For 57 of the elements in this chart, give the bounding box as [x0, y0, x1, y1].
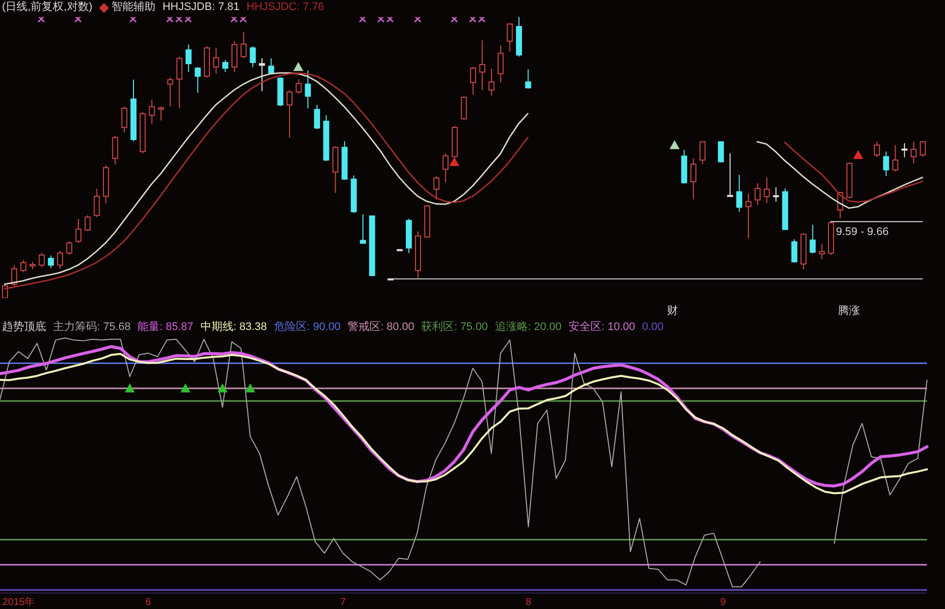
point: [468, 17, 476, 23]
candlestick: [213, 47, 220, 74]
x-tick-label: 8: [526, 597, 532, 608]
candlestick: [810, 224, 816, 254]
candlestick: [764, 176, 770, 204]
point: [230, 17, 238, 23]
point: [239, 17, 247, 23]
candlestick: [148, 99, 155, 124]
candlestick: [304, 70, 311, 109]
candlestick: [360, 214, 366, 244]
candlestick: [48, 255, 54, 268]
point: [166, 17, 174, 23]
point: [670, 140, 680, 150]
point: [74, 17, 82, 23]
candlestick: [231, 40, 238, 73]
candlestick: [186, 44, 192, 73]
point: [449, 156, 460, 166]
candlestick: [498, 44, 504, 83]
point: [38, 17, 46, 23]
text: 中期线: 83.38: [200, 321, 267, 334]
candlestick: [910, 141, 917, 164]
x-tick-label: 6: [146, 597, 152, 608]
series-label: 主力筹码: 75.68: [53, 321, 131, 334]
candlestick: [479, 40, 486, 91]
chart-subtitle: 智能辅助: [111, 1, 156, 14]
candlestick: [745, 192, 752, 239]
text: 财: [667, 305, 678, 317]
text: HHJSJDB: 7.81: [162, 1, 240, 14]
annotation: 9.59 - 9.66: [836, 226, 889, 238]
x-tick-label: 2015年: [2, 596, 35, 608]
candlestick: [754, 182, 761, 206]
point: [184, 17, 192, 23]
point: [853, 150, 864, 159]
text: HHJSJDC: 7.76: [246, 1, 324, 14]
point: [414, 17, 422, 23]
ref-line-label: 危险区: 90.00: [274, 321, 341, 334]
chart-title: 趋势顶底: [2, 321, 46, 334]
ref-line-label: 追涨略: 20.00: [494, 321, 562, 334]
point: [386, 17, 394, 23]
x-tick-label: 9: [720, 597, 726, 608]
chart-title: (日线,前复权,对数): [2, 1, 92, 14]
ref-line-label: 0.00: [642, 321, 664, 334]
point: [293, 62, 304, 72]
point: [450, 17, 458, 23]
point: [175, 17, 183, 23]
point: [129, 17, 137, 23]
text: 腾涨: [838, 305, 860, 317]
point: [358, 17, 366, 23]
x-tick-label: 7: [340, 597, 346, 608]
candlestick: [460, 96, 467, 120]
ref-line-label: 获利区: 75.00: [421, 321, 488, 334]
candlestick: [488, 68, 494, 96]
ref-line-label: 安全区: 10.00: [568, 321, 636, 334]
ref-line-label: 警戒区: 80.00: [348, 321, 414, 334]
point: [478, 17, 486, 23]
text: 能量: 85.87: [138, 321, 194, 334]
point: [377, 17, 385, 23]
